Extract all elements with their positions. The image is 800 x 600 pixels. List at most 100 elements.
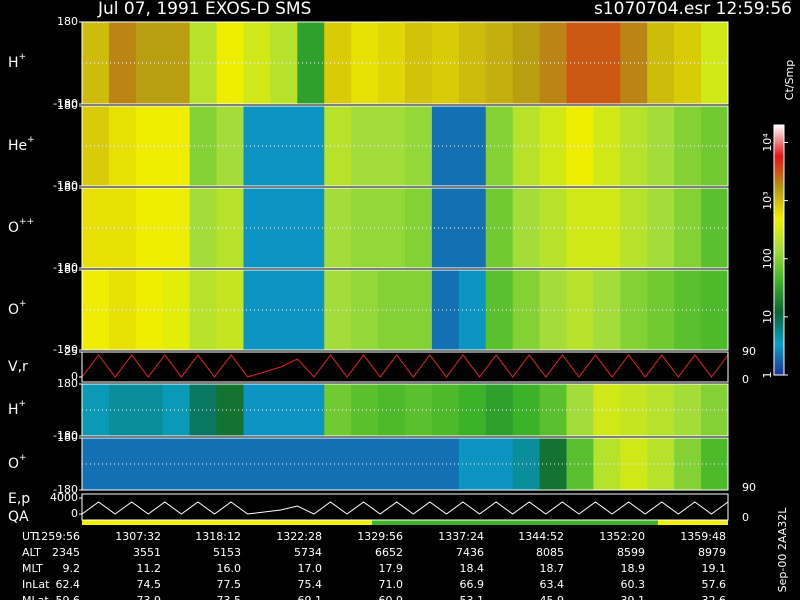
- y-tick-label: -180: [53, 97, 78, 110]
- row-label: ALT: [22, 546, 41, 559]
- y-tick-label: 180: [57, 263, 78, 276]
- heat-cell: [458, 270, 487, 350]
- table-cell: 5153: [213, 546, 241, 559]
- heat-cell: [162, 22, 191, 104]
- table-cell: 1259:56: [34, 530, 80, 543]
- heat-cell: [566, 384, 594, 436]
- heat-cell: [485, 188, 514, 268]
- table-cell: 8599: [617, 546, 645, 559]
- table-cell: 18.7: [540, 562, 565, 575]
- panel-label-text: O: [8, 302, 19, 318]
- y-tick-label: -180: [53, 429, 78, 442]
- panel-label-text: V,r: [8, 359, 28, 375]
- heat-cell: [458, 22, 487, 104]
- table-cell: 18.9: [621, 562, 646, 575]
- y2-tick-label: 90: [742, 481, 756, 494]
- row-label: InLat: [22, 578, 50, 591]
- heat-cell: [297, 384, 325, 436]
- table-cell: 1352:20: [599, 530, 645, 543]
- colorbar-tick-label: 10: [761, 310, 774, 324]
- row-label: UT: [22, 530, 37, 543]
- panel-frame: [81, 493, 729, 521]
- heat-cell: [297, 22, 325, 104]
- colorbar: [773, 124, 785, 376]
- heat-cell: [485, 270, 514, 350]
- table-cell: 59.6: [56, 594, 81, 600]
- file-label: s1070704.esr 12:59:56: [594, 0, 792, 19]
- colorbar-tick-label: 10⁴: [761, 133, 774, 152]
- heat-cell: [324, 270, 352, 350]
- table-cell: 1322:28: [276, 530, 322, 543]
- heat-cell: [593, 384, 621, 436]
- heat-cell: [189, 188, 218, 268]
- table-cell: 73.9: [137, 594, 162, 600]
- heat-cell: [189, 438, 218, 490]
- heat-cell: [566, 270, 594, 350]
- table-cell: 57.6: [702, 578, 727, 591]
- table-cell: 45.9: [540, 594, 565, 600]
- table-cell: 7436: [456, 546, 484, 559]
- heat-cell: [593, 106, 621, 186]
- y2-tick-label: 0: [742, 373, 749, 386]
- table-cell: 32.6: [702, 594, 727, 600]
- row-label: MLat: [22, 594, 49, 600]
- panel-label-sup: +: [27, 135, 35, 145]
- table-cell: 1318:12: [195, 530, 241, 543]
- table-cell: 16.0: [217, 562, 242, 575]
- panel-label: O++: [8, 217, 34, 237]
- heat-cell: [297, 438, 325, 490]
- y-tick-label: 180: [57, 99, 78, 112]
- heat-cell: [135, 438, 164, 490]
- heat-cell: [297, 270, 325, 350]
- colorbar-title: Ct/Smp: [783, 60, 796, 100]
- heat-cell: [324, 384, 352, 436]
- table-cell: 1307:32: [115, 530, 161, 543]
- table-cell: 9.2: [63, 562, 81, 575]
- heat-cell: [593, 188, 621, 268]
- heat-cell: [135, 384, 164, 436]
- heat-cell: [189, 106, 218, 186]
- table-cell: 69.1: [298, 594, 323, 600]
- heat-cell: [485, 106, 514, 186]
- table-cell: 11.2: [137, 562, 162, 575]
- heat-cell: [162, 106, 191, 186]
- panel-frame: [81, 351, 729, 383]
- y-tick-label: 25: [64, 345, 78, 358]
- panel-frame: [81, 269, 729, 351]
- panel-label: H+: [8, 52, 26, 72]
- panel-label: O+: [8, 299, 27, 319]
- colorbar-tick-label: 1: [761, 372, 774, 379]
- panel-label-sup: +: [19, 52, 27, 62]
- heat-cell: [593, 438, 621, 490]
- heat-cell: [189, 270, 218, 350]
- heat-cell: [485, 438, 514, 490]
- y-tick-label: -180: [53, 261, 78, 274]
- heat-cell: [135, 188, 164, 268]
- colorbar-tick-label: 100: [761, 248, 774, 269]
- table-cell: 53.1: [460, 594, 485, 600]
- table-cell: 2345: [52, 546, 80, 559]
- panel-label-sup: ++: [19, 217, 34, 227]
- table-cell: 8979: [698, 546, 726, 559]
- table-cell: 75.4: [298, 578, 323, 591]
- panel-label-text: H: [8, 55, 19, 71]
- panel-label-text: H: [8, 402, 19, 418]
- panel-label: QA: [8, 509, 29, 525]
- panel-label: V,r: [8, 359, 28, 375]
- heat-cell: [566, 106, 594, 186]
- y-tick-label: 180: [57, 431, 78, 444]
- heat-cell: [458, 438, 487, 490]
- panel-label: O+: [8, 453, 27, 473]
- heat-cell: [324, 188, 352, 268]
- heat-cell: [189, 22, 218, 104]
- table-cell: 5734: [294, 546, 322, 559]
- y-tick-label: 180: [57, 15, 78, 28]
- footer: Sep-00 2AA32L: [776, 507, 789, 593]
- y-tick-label: 0: [71, 507, 78, 520]
- y-tick-label: 180: [57, 377, 78, 390]
- table-cell: 19.1: [702, 562, 727, 575]
- heat-cell: [458, 106, 487, 186]
- heat-cell: [431, 106, 460, 186]
- heat-cell: [566, 188, 594, 268]
- line: [81, 501, 729, 515]
